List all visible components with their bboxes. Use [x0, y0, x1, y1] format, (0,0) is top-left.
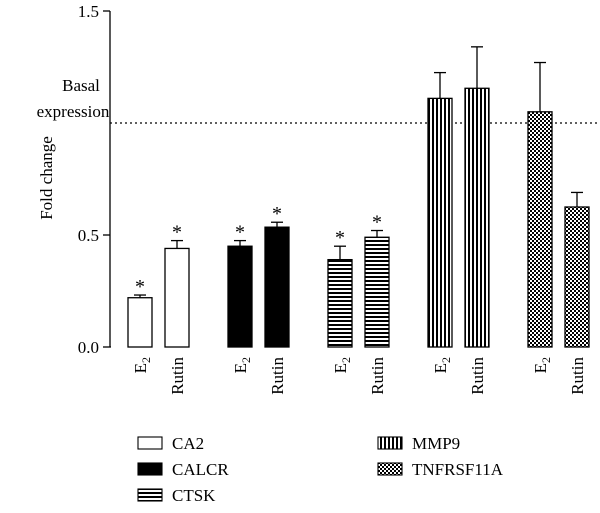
bar — [327, 258, 353, 348]
legend-swatch — [377, 436, 403, 450]
x-tick-label: E2 — [231, 357, 253, 373]
reference-label-line2: expression — [37, 102, 110, 121]
x-tick-label: E2 — [531, 357, 553, 373]
bar — [227, 245, 253, 348]
significance-marker: * — [335, 227, 345, 249]
x-tick-label: E2 — [431, 357, 453, 373]
axes: 0.0 0.5 1.5 Fold change — [37, 2, 111, 357]
significance-marker: * — [372, 212, 382, 234]
x-tick-label: E2 — [131, 357, 153, 373]
legend-label: CALCR — [172, 460, 229, 479]
y-tick-label: 1.5 — [78, 2, 99, 21]
legend-swatch — [137, 462, 163, 476]
y-axis-label: Fold change — [37, 136, 56, 220]
bar — [427, 97, 453, 348]
bar — [464, 87, 490, 348]
y-tick-label: 0.5 — [78, 226, 99, 245]
x-tick-label: Rutin — [168, 357, 187, 395]
x-tick-label: Rutin — [468, 357, 487, 395]
bar — [127, 297, 153, 348]
significance-marker: * — [235, 222, 245, 244]
legend-label: CTSK — [172, 486, 216, 505]
x-tick-label: Rutin — [568, 357, 587, 395]
bar — [264, 226, 290, 348]
bar — [564, 206, 590, 348]
reference-label-line1: Basal — [62, 76, 100, 95]
significance-marker: * — [272, 203, 282, 225]
x-labels-group: E2 Rutin E2 Rutin E2 Rutin E2 Rutin E2 Rutin — [131, 357, 587, 395]
legend-swatch — [377, 462, 403, 476]
legend-label: CA2 — [172, 434, 204, 453]
legend-label: TNFRSF11A — [412, 460, 504, 479]
significance-marker: * — [135, 276, 145, 298]
reference-line-group: Basal expression — [37, 76, 600, 124]
legend-swatch — [137, 488, 163, 502]
legend-swatch — [137, 436, 163, 450]
significance-marker: * — [172, 222, 182, 244]
bar — [527, 111, 553, 348]
x-tick-label: E2 — [331, 357, 353, 373]
x-tick-label: Rutin — [268, 357, 287, 395]
legend: CA2 CALCR CTSK MMP9 TNFRSF11A — [137, 434, 504, 505]
x-tick-label: Rutin — [368, 357, 387, 395]
legend-label: MMP9 — [412, 434, 460, 453]
y-tick-label: 0.0 — [78, 338, 99, 357]
bar — [164, 247, 190, 348]
bar — [364, 236, 390, 348]
bars-group: * * * * * * — [110, 46, 590, 348]
